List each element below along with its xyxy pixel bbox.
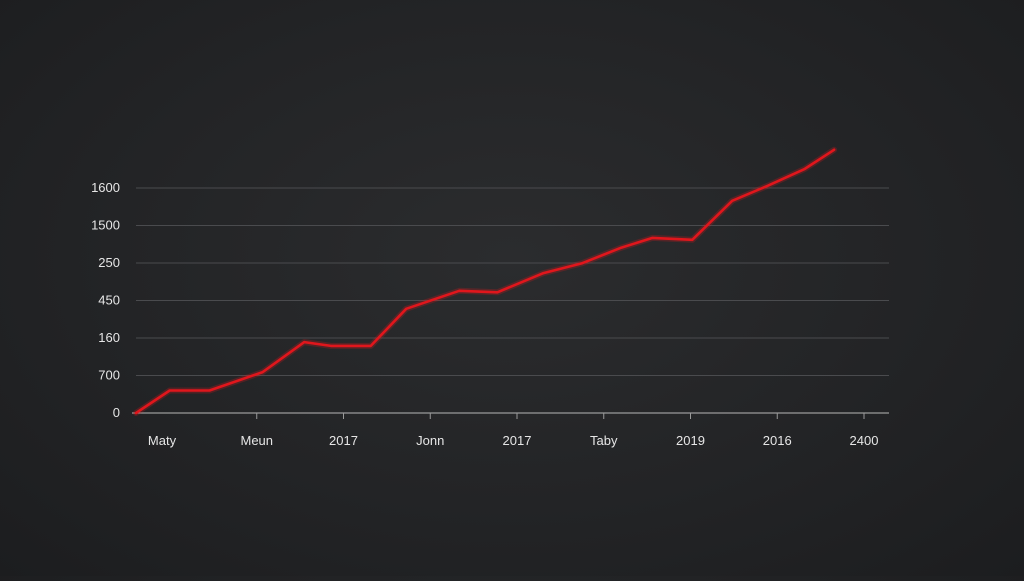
- x-tick-label: 2019: [676, 433, 705, 448]
- x-tick-label: 2017: [329, 433, 358, 448]
- y-tick-label: 0: [113, 405, 120, 420]
- x-tick-label: 2016: [763, 433, 792, 448]
- series-lines: [136, 150, 834, 413]
- y-tick-label: 1600: [91, 180, 120, 195]
- x-tick-label: Maty: [148, 433, 177, 448]
- x-tick-label: Meun: [240, 433, 273, 448]
- series-line: [136, 150, 834, 413]
- series-line-glow: [136, 150, 834, 413]
- x-tick-label: 2017: [503, 433, 532, 448]
- y-tick-label: 250: [98, 255, 120, 270]
- grid-lines: [136, 188, 889, 376]
- y-tick-label: 1500: [91, 218, 120, 233]
- x-tick-label: 2400: [850, 433, 879, 448]
- x-tick-label: Taby: [590, 433, 618, 448]
- y-tick-label: 450: [98, 293, 120, 308]
- y-tick-labels: 0 700 160 450 250 1500 1600: [91, 180, 120, 420]
- x-tick-labels: Maty Meun 2017 Jonn 2017 Taby 2019 2016 2400: [148, 433, 879, 448]
- y-tick-label: 700: [98, 368, 120, 383]
- x-tick-label: Jonn: [416, 433, 444, 448]
- axes: [132, 413, 889, 419]
- y-tick-label: 160: [98, 330, 120, 345]
